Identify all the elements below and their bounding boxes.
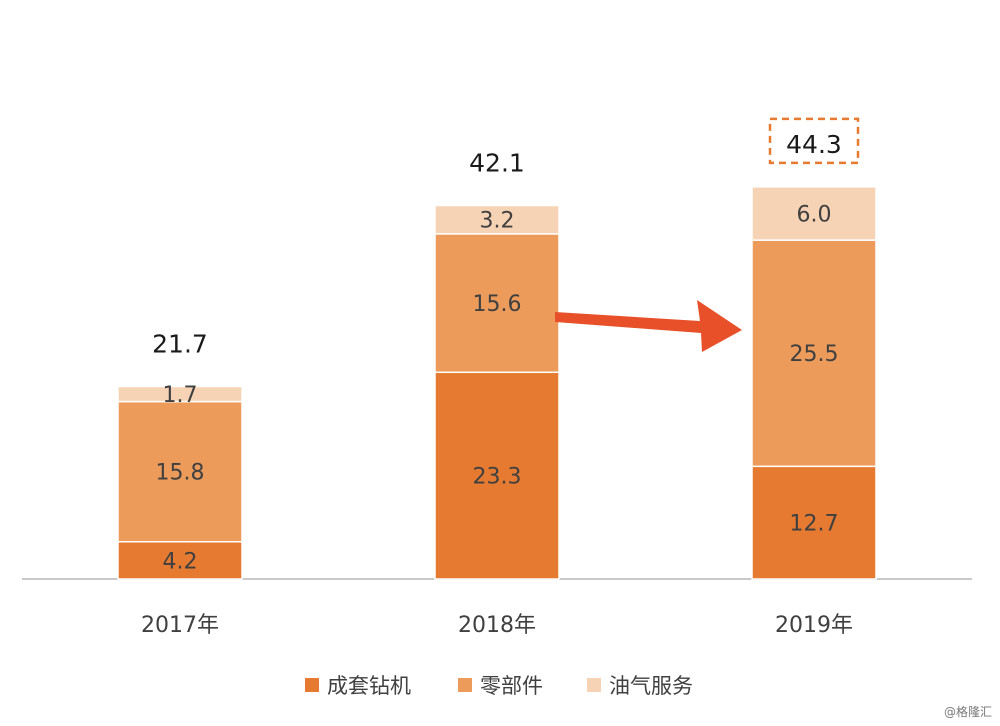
- highlight-dashed-box: [768, 117, 860, 165]
- trend-arrow: [555, 300, 742, 352]
- data-label: 25.5: [790, 342, 839, 367]
- watermark: @格隆汇: [943, 705, 992, 719]
- data-label: 1.7: [163, 383, 198, 408]
- legend-label: 零部件: [480, 674, 543, 698]
- data-label: 3.2: [480, 209, 515, 234]
- legend-swatch: [458, 678, 472, 692]
- x-tick-label: 2018年: [458, 613, 536, 638]
- bar-segment-1-1: [117, 540, 243, 580]
- data-label: 15.8: [156, 461, 205, 486]
- bar-segment-2-3: [751, 239, 877, 468]
- legend-swatch: [305, 678, 319, 692]
- legend-label: 油气服务: [609, 674, 693, 698]
- bar-segment-3-1: [117, 385, 243, 403]
- arrow-icon: [555, 300, 742, 352]
- x-tick-label: 2017年: [141, 613, 219, 638]
- legend-label: 成套钻机: [327, 674, 411, 698]
- data-label: 4.2: [163, 549, 198, 574]
- bar-segment-3-3: [751, 186, 877, 241]
- data-label: 12.7: [790, 512, 839, 537]
- bar-segment-1-3: [751, 465, 877, 580]
- data-label: 6.0: [797, 202, 832, 227]
- legend-swatch: [587, 678, 601, 692]
- bar-segment-2-1: [117, 400, 243, 543]
- data-label: 15.6: [473, 292, 522, 317]
- total-label: 21.7: [152, 329, 208, 358]
- total-label: 44.3: [786, 130, 842, 159]
- bar-segment-2-2: [434, 233, 560, 374]
- legend: 成套钻机 零部件 油气服务: [305, 674, 693, 698]
- bars-group: 4.2 15.8 1.7 21.7 2017年 23.3 15.6 3.2 42.1 2018年 1…: [117, 117, 877, 638]
- data-label: 23.3: [473, 465, 522, 490]
- total-label: 42.1: [469, 148, 525, 177]
- x-tick-label: 2019年: [775, 613, 853, 638]
- bar-segment-3-2: [434, 204, 560, 235]
- bar-segment-1-2: [434, 371, 560, 580]
